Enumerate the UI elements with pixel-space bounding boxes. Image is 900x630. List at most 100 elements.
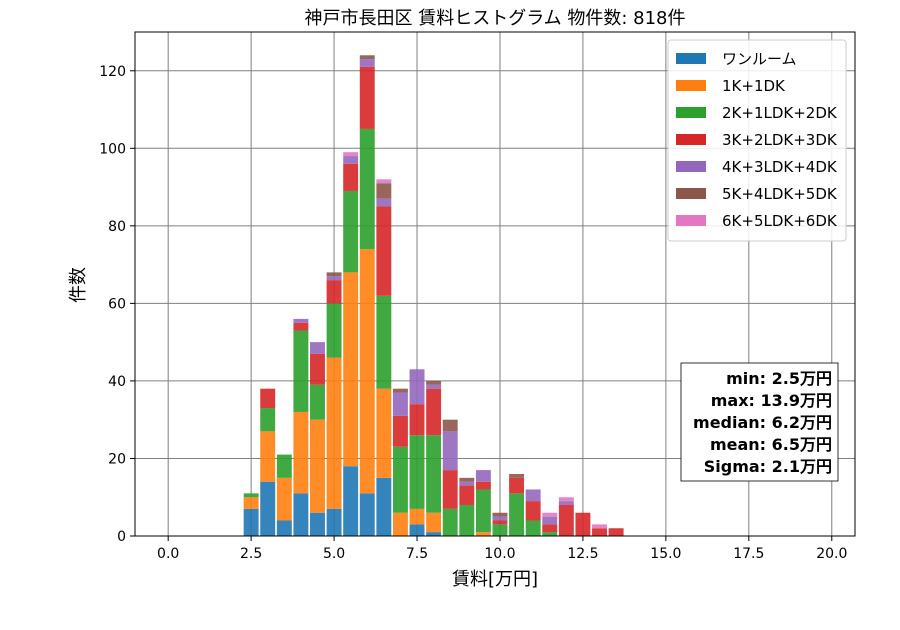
bar-segment-series-1 [326, 357, 342, 509]
bar-segment-series-6 [542, 512, 558, 517]
bar-segment-series-5 [392, 388, 408, 393]
legend-swatch [676, 80, 706, 91]
bar-segment-series-4 [525, 489, 541, 502]
x-axis-label: 賃料[万円] [452, 569, 538, 590]
bar-segment-series-1 [359, 249, 375, 494]
bar-segment-series-4 [326, 276, 342, 281]
y-tick-label: 100 [99, 141, 126, 157]
x-tick-label: 20.0 [816, 546, 847, 562]
bar-segment-series-3 [310, 353, 325, 385]
bar-segment-series-2 [343, 190, 359, 273]
bar-segment-series-3 [542, 524, 558, 533]
bar-segment-series-5 [359, 55, 375, 60]
bar-segment-series-5 [459, 477, 475, 482]
bar-segment-series-0 [276, 520, 292, 536]
bar-segment-series-5 [376, 183, 392, 199]
legend-label: 3K+2LDK+3DK [722, 131, 838, 149]
y-tick-label: 40 [108, 374, 126, 390]
bar-segment-series-2 [409, 435, 425, 509]
bar-segment-series-3 [592, 528, 607, 536]
bar-segment-series-3 [558, 504, 574, 536]
axis-ticks: 0.0 2.5 5.0 7.5 10.0 12.5 15.0 17.5 20.0 0 20 40 60 8… [99, 64, 847, 562]
bar-segment-series-1 [343, 272, 359, 467]
stats-line: mean: 6.5万円 [710, 435, 832, 454]
bar-segment-series-3 [343, 163, 359, 191]
bar-segment-series-3 [475, 481, 491, 490]
bar-segment-series-4 [442, 431, 458, 471]
y-tick-label: 80 [108, 219, 126, 235]
bar-segment-series-0 [426, 532, 442, 536]
y-tick-label: 0 [117, 529, 126, 545]
bar-segment-series-3 [608, 528, 624, 536]
bar-segment-series-1 [409, 508, 425, 525]
bar-segment-series-1 [243, 497, 259, 509]
bar-segment-series-2 [475, 489, 491, 533]
chart-title: 神戸市長田区 賃料ヒストグラム 物件数: 818件 [304, 8, 685, 29]
bar-segment-series-6 [592, 524, 607, 529]
bar-segment-series-4 [343, 156, 359, 164]
plot-frame [134, 31, 856, 537]
bar-segment-series-3 [442, 470, 458, 509]
x-tick-label: 10.0 [484, 546, 515, 562]
bar-segment-series-1 [426, 512, 442, 533]
bar-segment-series-3 [392, 415, 408, 447]
legend-label: 5K+4LDK+5DK [722, 185, 838, 203]
bar-segment-series-1 [475, 532, 491, 536]
bar-segment-series-3 [359, 66, 375, 129]
bar-segment-series-6 [343, 152, 359, 157]
bar-segment-series-1 [310, 419, 325, 513]
x-tick-label: 15.0 [650, 546, 681, 562]
y-tick-label: 60 [108, 296, 126, 312]
bar-segment-series-4 [542, 516, 558, 525]
bar-segment-series-4 [293, 318, 309, 323]
bar-segment-series-1 [376, 388, 392, 478]
bar-segment-series-5 [509, 473, 525, 478]
bar-segment-series-3 [409, 404, 425, 436]
bar-segment-series-3 [426, 388, 442, 436]
bar-segment-series-0 [326, 508, 342, 536]
y-tick-label: 20 [108, 451, 126, 467]
legend-swatch [676, 161, 706, 172]
legend-swatch [676, 215, 706, 226]
legend-box [667, 39, 847, 242]
bar-segment-series-2 [426, 435, 442, 513]
bar-segment-series-2 [359, 128, 375, 250]
legend-label: 4K+3LDK+4DK [722, 158, 838, 176]
legend-swatch [676, 53, 706, 64]
bar-segment-series-1 [276, 477, 292, 521]
x-tick-label: 12.5 [567, 546, 598, 562]
bar-segment-series-4 [359, 59, 375, 67]
bars [243, 55, 624, 536]
bar-segment-series-2 [509, 493, 525, 536]
bar-segment-series-1 [392, 512, 408, 536]
bar-segment-series-1 [293, 411, 309, 494]
bar-segment-series-2 [310, 384, 325, 420]
x-tick-label: 7.5 [406, 546, 428, 562]
bar-segment-series-4 [475, 470, 491, 482]
bar-segment-series-2 [376, 295, 392, 389]
bar-segment-series-2 [276, 454, 292, 478]
bar-segment-series-4 [492, 516, 508, 521]
x-tick-label: 2.5 [240, 546, 262, 562]
bar-segment-series-0 [293, 493, 309, 536]
bar-segment-series-3 [326, 280, 342, 304]
bar-segment-series-0 [359, 493, 375, 536]
legend-label: 6K+5LDK+6DK [722, 212, 838, 230]
bar-segment-series-4 [426, 384, 442, 389]
bar-segment-series-3 [459, 485, 475, 505]
bar-segment-series-3 [260, 388, 276, 409]
legend: ワンルーム 1K+1DK 2K+1LDK+2DK 3K+2LDK+3DK 4K+3LDK… [667, 39, 847, 242]
bar-segment-series-2 [542, 532, 558, 536]
bar-segment-series-3 [492, 520, 508, 525]
legend-swatch [676, 107, 706, 118]
bar-segment-series-2 [492, 524, 508, 536]
bar-segment-series-0 [409, 524, 425, 536]
bar-segment-series-3 [525, 501, 541, 521]
stats-box-frame [680, 362, 839, 482]
bar-segment-series-2 [293, 330, 309, 412]
bar-segment-series-0 [343, 466, 359, 536]
bar-segment-series-5 [492, 512, 508, 517]
bar-segment-series-4 [310, 342, 325, 354]
bar-segment-series-5 [442, 419, 458, 432]
bar-segment-series-3 [575, 512, 591, 536]
